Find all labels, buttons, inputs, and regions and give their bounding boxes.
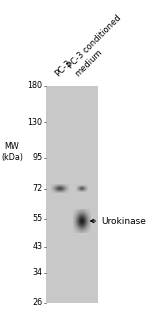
Text: 130: 130 [27, 118, 42, 127]
Text: 26: 26 [32, 298, 42, 307]
Text: 95: 95 [32, 153, 42, 162]
Text: PC-3 conditioned
medium: PC-3 conditioned medium [66, 14, 130, 78]
Text: MW
(kDa): MW (kDa) [1, 142, 23, 162]
Text: Urokinase: Urokinase [91, 216, 146, 226]
Text: 55: 55 [32, 214, 42, 224]
Text: 180: 180 [27, 82, 42, 90]
Text: 43: 43 [32, 242, 42, 251]
Text: 72: 72 [32, 184, 42, 193]
Text: PC-3: PC-3 [53, 58, 73, 78]
Text: 34: 34 [32, 268, 42, 278]
Bar [46, 86, 98, 303]
